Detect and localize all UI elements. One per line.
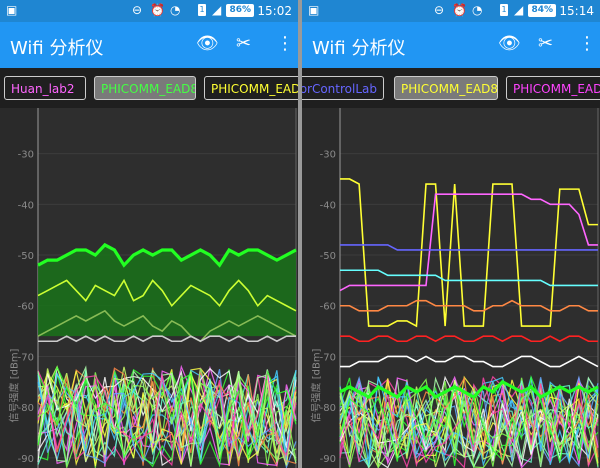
highlight-fill <box>38 244 296 337</box>
y-tick-label: -60 <box>320 302 336 313</box>
battery-level: 84% <box>528 4 556 17</box>
series-line <box>37 369 297 468</box>
series-line <box>37 365 297 458</box>
sim-icon: 1 <box>500 4 508 16</box>
y-axis-label: 信号强度 [dBm] <box>9 348 21 423</box>
series-line <box>37 367 297 465</box>
series-line <box>37 371 297 457</box>
highlighted-network-line <box>339 379 599 399</box>
series-line <box>37 367 297 467</box>
mute-icon: ⊖ <box>434 3 445 17</box>
app-bar: Wifi 分析仪 👁 ✂ ⋮ <box>0 22 298 68</box>
network-chip[interactable]: torControlLab <box>302 76 384 100</box>
eye-icon[interactable]: 👁 <box>196 33 219 54</box>
highlighted-network-line <box>37 242 297 268</box>
alarm-icon: ⏰ <box>150 3 165 17</box>
wifi-icon: ◔ <box>472 3 483 17</box>
mute-icon: ⊖ <box>132 3 143 17</box>
panel-divider <box>298 0 302 468</box>
series-line <box>37 368 297 466</box>
app-bar: Wifi 分析仪 👁 ✂ ⋮ <box>302 22 600 68</box>
y-tick-label: -40 <box>320 200 336 211</box>
series-line <box>339 374 599 462</box>
alarm-icon: ⏰ <box>452 3 467 17</box>
y-tick-label: -90 <box>18 454 34 465</box>
signal-chart-svg: -30 -40 -50 -60 -70 -80 -90 <box>320 108 599 468</box>
app-title: Wifi 分析仪 <box>312 38 406 59</box>
signal-icon: ◢ <box>514 3 524 17</box>
y-tick-label: -40 <box>18 200 34 211</box>
y-tick-label: -70 <box>18 352 34 363</box>
series-line <box>37 309 297 343</box>
more-menu-icon[interactable]: ⋮ <box>276 33 294 54</box>
y-tick-label: -80 <box>18 403 34 414</box>
app-title: Wifi 分析仪 <box>10 38 104 59</box>
image-icon: ▣ <box>6 3 18 17</box>
clock: 15:14 <box>559 4 594 18</box>
network-chip[interactable]: PHICOMM_EAD8 <box>506 76 600 100</box>
network-chip-bar: torControlLab PHICOMM_EAD8 PHICOMM_EAD8 <box>302 68 600 108</box>
y-tick-label: -30 <box>18 150 34 161</box>
clock: 15:02 <box>257 4 292 18</box>
series-line <box>339 378 599 463</box>
more-menu-icon[interactable]: ⋮ <box>578 33 596 54</box>
y-tick-label: -90 <box>320 454 336 465</box>
y-tick-label: -30 <box>320 150 336 161</box>
series-line <box>339 375 599 464</box>
series-line <box>339 377 599 468</box>
y-tick-label: -50 <box>320 251 336 262</box>
series-line <box>38 335 296 343</box>
signal-icon: ◢ <box>212 3 222 17</box>
series-line <box>339 376 599 463</box>
sim-icon: 1 <box>198 4 206 16</box>
series-line <box>37 365 297 464</box>
series-line <box>340 178 598 328</box>
y-tick-label: -80 <box>320 403 336 414</box>
wifi-icon: ◔ <box>170 3 181 17</box>
series-line <box>340 299 598 312</box>
network-chip-selected[interactable]: PHICOMM_EAD8 <box>394 76 498 100</box>
signal-chart-svg: -30 -40 -50 -60 -70 -80 -90 <box>18 108 297 468</box>
left-panel: ▣ ⊖ ⏰ ◔ 1 ◢ 86% 15:02 Wifi 分析仪 👁 ✂ ⋮ Hua… <box>0 0 298 468</box>
status-bar: ▣ ⊖ ⏰ ◔ 1 ◢ 84% 15:14 <box>302 0 600 22</box>
series-line <box>339 193 598 292</box>
y-tick-label: -50 <box>18 251 34 262</box>
network-chip[interactable]: Huan_lab2 <box>4 76 86 100</box>
right-panel: ▣ ⊖ ⏰ ◔ 1 ◢ 84% 15:14 Wifi 分析仪 👁 ✂ ⋮ tor… <box>302 0 600 468</box>
y-tick-label: -60 <box>18 302 34 313</box>
battery-level: 86% <box>226 4 254 17</box>
network-chip[interactable]: PHICOMM_EAD8 <box>204 76 298 100</box>
tools-icon[interactable]: ✂ <box>236 33 252 54</box>
network-chip-selected[interactable]: PHICOMM_EAD8 <box>94 76 196 100</box>
tools-icon[interactable]: ✂ <box>538 33 554 54</box>
series-line <box>340 244 598 251</box>
signal-chart-left: -30 -40 -50 -60 -70 -80 -90 信号强度 [dBm] <box>0 108 298 468</box>
eye-icon[interactable]: 👁 <box>498 33 521 54</box>
network-chip-bar: Huan_lab2 PHICOMM_EAD8 PHICOMM_EAD8 <box>0 68 298 108</box>
series-line <box>339 375 599 462</box>
series-line <box>340 355 599 368</box>
series-line <box>339 377 599 468</box>
series-line <box>37 375 297 468</box>
series-line <box>37 278 297 312</box>
y-axis-label: 信号强度 [dBm] <box>311 348 323 423</box>
series-line <box>37 369 297 464</box>
y-tick-label: -70 <box>320 352 336 363</box>
series-line <box>339 379 599 468</box>
image-icon: ▣ <box>308 3 320 17</box>
status-bar: ▣ ⊖ ⏰ ◔ 1 ◢ 86% 15:02 <box>0 0 298 22</box>
series-line <box>340 335 598 343</box>
series-line <box>340 269 598 287</box>
signal-chart-right: -30 -40 -50 -60 -70 -80 -90 信号强度 [dBm] <box>302 108 600 468</box>
